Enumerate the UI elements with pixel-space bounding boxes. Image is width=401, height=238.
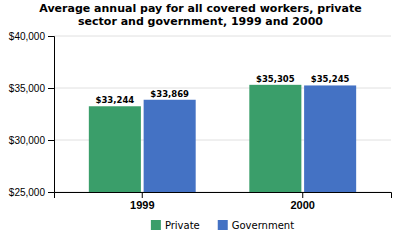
tick-mark xyxy=(48,88,54,89)
bar xyxy=(249,85,301,192)
grid-line xyxy=(54,36,391,37)
title-line: sector and government, 1999 and 2000 xyxy=(78,15,323,28)
legend-item: Private xyxy=(151,220,200,231)
tick-mark xyxy=(48,192,54,193)
tick-mark xyxy=(48,140,54,141)
legend-swatch xyxy=(218,220,228,230)
tick-label: $35,000 xyxy=(9,83,46,94)
axis-line xyxy=(48,37,55,193)
tick-label: $25,000 xyxy=(9,187,46,198)
tick: $40,000 xyxy=(9,31,54,42)
plot: $33,244 $35,305 $33,869 $35,245 $25,000 $30,0… xyxy=(9,31,392,211)
legend-label: Private xyxy=(165,220,200,231)
tick-mark xyxy=(302,192,303,198)
tick: $30,000 xyxy=(9,135,54,146)
bar xyxy=(304,85,356,192)
legend-swatch xyxy=(151,220,161,230)
tick-label: $40,000 xyxy=(9,31,46,42)
tick: $35,000 xyxy=(9,83,54,94)
bar xyxy=(89,106,141,192)
legend: Private Government xyxy=(151,220,294,231)
y-axis: $25,000 $30,000 $35,000 $40,000 xyxy=(9,31,55,198)
bar xyxy=(144,100,196,192)
data-label: $35,245 xyxy=(311,74,350,84)
data-labels: $33,244 $35,305 $33,869 $35,245 xyxy=(96,74,350,105)
legend-label: Government xyxy=(232,220,294,231)
tick-label: $30,000 xyxy=(9,135,46,146)
grid xyxy=(54,36,391,192)
tick-label: 2000 xyxy=(290,199,314,211)
title: Average annual pay for all covered worke… xyxy=(39,2,361,28)
tick: 1999 xyxy=(130,192,154,211)
data-label: $33,869 xyxy=(150,89,189,99)
tick-label: 1999 xyxy=(130,199,154,211)
tick: 2000 xyxy=(290,192,314,211)
tick-mark xyxy=(48,36,54,37)
axis-line xyxy=(55,193,392,199)
data-label: $33,244 xyxy=(96,95,135,105)
tick: $25,000 xyxy=(9,187,54,198)
title-line: Average annual pay for all covered worke… xyxy=(39,2,361,15)
chart: Average annual pay for all covered worke… xyxy=(0,0,401,238)
data-label: $35,305 xyxy=(256,74,295,84)
x-axis: 1999 2000 xyxy=(55,192,392,211)
tick-mark xyxy=(142,192,143,198)
legend-item: Government xyxy=(218,220,294,231)
bars xyxy=(89,85,356,192)
